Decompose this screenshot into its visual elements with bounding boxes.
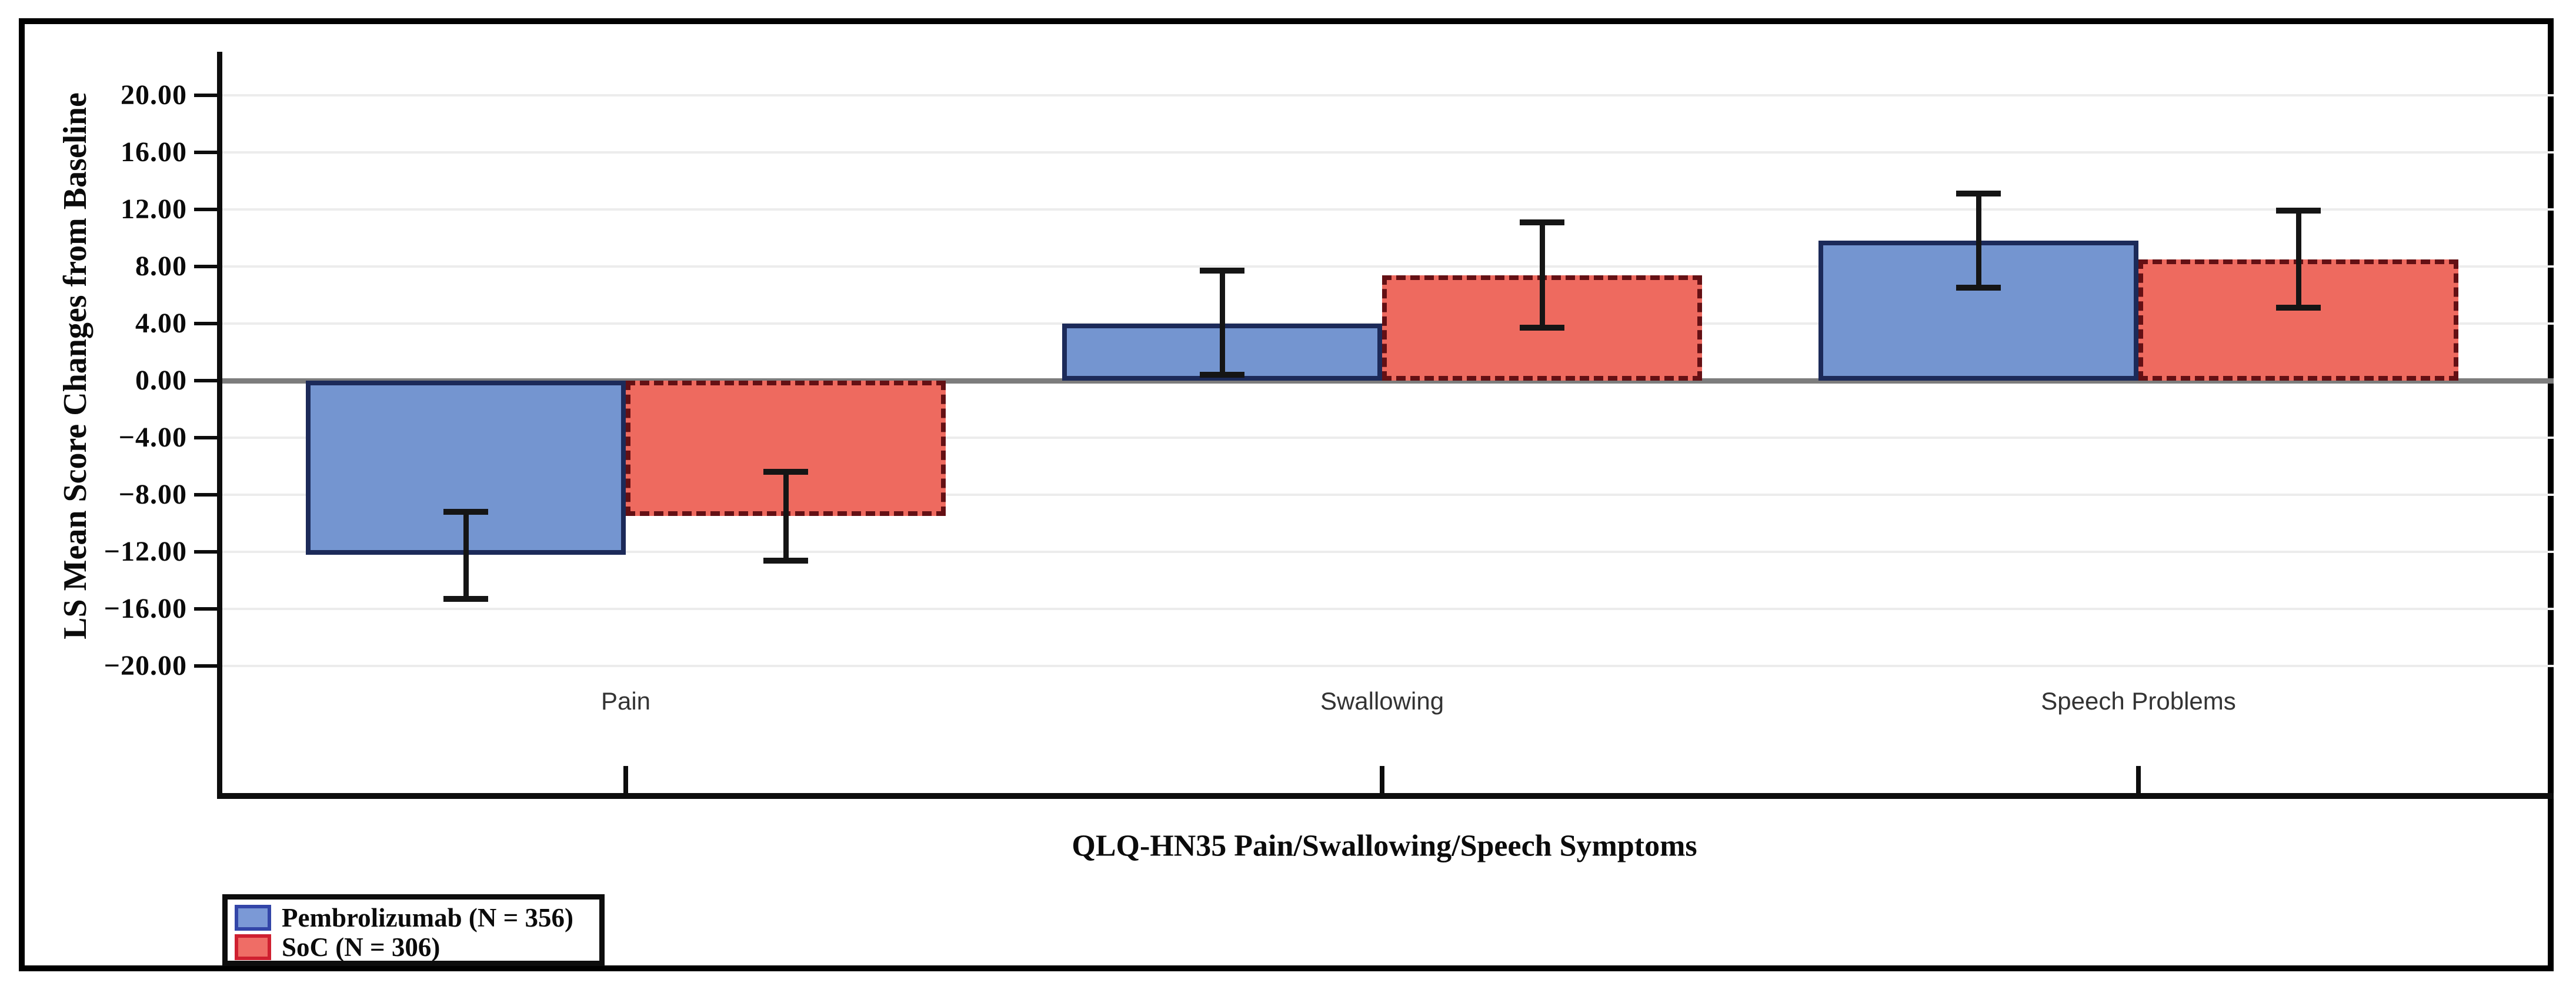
- legend-label-soc: SoC (N = 306): [282, 932, 441, 962]
- error-bar-pembrolizumab-pain: [463, 512, 469, 599]
- legend: Pembrolizumab (N = 356) SoC (N = 306): [222, 894, 605, 966]
- legend-label-pembrolizumab: Pembrolizumab (N = 356): [282, 903, 574, 932]
- x-axis-tick: [1380, 766, 1384, 793]
- error-cap-top-soc-swallowing: [1520, 219, 1564, 225]
- error-cap-top-pembrolizumab-swallowing: [1200, 268, 1244, 274]
- y-tick-label: 16.00: [121, 136, 187, 168]
- y-axis-tick: [194, 151, 220, 154]
- y-axis-tick: [194, 322, 220, 325]
- legend-swatch-pembrolizumab: [235, 905, 271, 931]
- y-tick-label: 8.00: [135, 251, 187, 282]
- gridline: [222, 151, 2554, 154]
- y-tick-label: −12.00: [104, 536, 187, 567]
- y-tick-label: −4.00: [118, 422, 187, 453]
- gridline: [222, 494, 2554, 496]
- y-axis-tick: [194, 94, 220, 97]
- y-axis-tick: [194, 493, 220, 497]
- category-label: Speech Problems: [2041, 687, 2236, 715]
- error-cap-bottom-pembrolizumab-swallowing: [1200, 372, 1244, 378]
- y-axis-tick: [194, 379, 220, 382]
- y-tick-label: 20.00: [121, 79, 187, 111]
- error-cap-bottom-pembrolizumab-pain: [443, 596, 488, 602]
- category-label: Pain: [600, 687, 651, 715]
- error-cap-top-soc-pain: [763, 469, 808, 475]
- y-axis-tick: [194, 265, 220, 268]
- y-tick-label: −8.00: [118, 479, 187, 510]
- error-cap-bottom-soc-speech-problems: [2276, 305, 2321, 311]
- gridline: [222, 94, 2554, 96]
- error-cap-bottom-soc-swallowing: [1520, 325, 1564, 331]
- error-bar-soc-speech-problems: [2295, 211, 2301, 308]
- y-axis-tick: [194, 436, 220, 439]
- x-axis-line: [217, 793, 2554, 799]
- category-label: Swallowing: [1320, 687, 1444, 715]
- x-axis-title: QLQ-HN35 Pain/Swallowing/Speech Symptoms: [1072, 829, 1697, 863]
- gridline: [222, 265, 2554, 268]
- y-axis-tick: [194, 607, 220, 611]
- y-axis-tick: [194, 208, 220, 211]
- legend-item-pembrolizumab: Pembrolizumab (N = 356): [235, 903, 592, 932]
- x-axis-tick: [2136, 766, 2141, 793]
- error-cap-top-pembrolizumab-speech-problems: [1956, 191, 2001, 197]
- y-tick-label: −20.00: [104, 650, 187, 681]
- error-bar-soc-pain: [783, 472, 789, 561]
- y-tick-label: −16.00: [104, 593, 187, 624]
- gridline: [222, 208, 2554, 211]
- gridline: [222, 665, 2554, 667]
- y-axis-tick: [194, 550, 220, 554]
- legend-item-soc: SoC (N = 306): [235, 932, 592, 962]
- y-axis-tick: [194, 664, 220, 668]
- error-cap-bottom-pembrolizumab-speech-problems: [1956, 285, 2001, 291]
- gridline: [222, 608, 2554, 610]
- error-cap-top-pembrolizumab-pain: [443, 509, 488, 515]
- gridline: [222, 437, 2554, 439]
- error-bar-soc-swallowing: [1539, 222, 1545, 328]
- zero-gridline: [222, 378, 2554, 384]
- x-axis-tick: [623, 766, 628, 793]
- gridline: [222, 551, 2554, 553]
- y-tick-label: 4.00: [135, 308, 187, 339]
- error-bar-pembrolizumab-swallowing: [1219, 271, 1225, 375]
- y-axis-line: [217, 52, 222, 799]
- error-bar-pembrolizumab-speech-problems: [1976, 194, 1981, 288]
- legend-swatch-soc: [235, 934, 271, 960]
- error-cap-top-soc-speech-problems: [2276, 208, 2321, 214]
- y-tick-label: 0.00: [135, 365, 187, 396]
- y-tick-label: 12.00: [121, 194, 187, 225]
- error-cap-bottom-soc-pain: [763, 557, 808, 564]
